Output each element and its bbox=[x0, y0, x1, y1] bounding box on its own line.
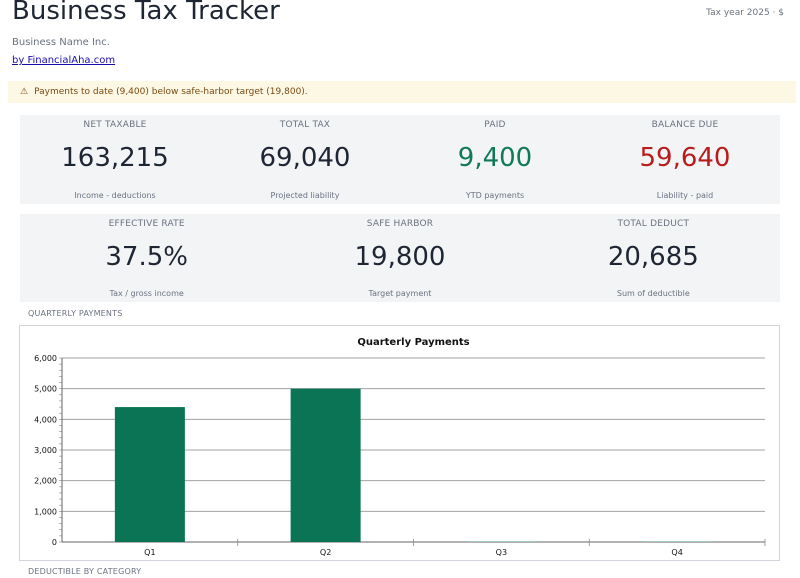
financialaha-link[interactable]: by FinancialAha.com bbox=[12, 55, 116, 66]
y-tick-label: 5,000 bbox=[34, 385, 57, 394]
warning-icon: ⚠ bbox=[20, 87, 29, 97]
metric-label: PAID bbox=[484, 120, 506, 130]
metric-sub: Liability - paid bbox=[656, 191, 714, 200]
metric-net-taxable: NET TAXABLE 163,215 Income - deductions bbox=[20, 115, 210, 204]
metric-balance-due: BALANCE DUE 59,640 Liability - paid bbox=[590, 115, 780, 204]
y-tick-label: 0 bbox=[52, 538, 57, 547]
metric-value: 69,040 bbox=[259, 143, 351, 173]
tax-year-label: Tax year 2025 · $ bbox=[706, 8, 784, 18]
metric-safe-harbor: SAFE HARBOR 19,800 Target payment bbox=[273, 214, 526, 302]
y-tick-label: 3,000 bbox=[34, 446, 57, 455]
metric-label: TOTAL DEDUCT bbox=[617, 219, 690, 229]
bar-q1 bbox=[114, 407, 185, 542]
bar-q2 bbox=[290, 388, 361, 542]
metric-label: BALANCE DUE bbox=[651, 120, 719, 130]
y-tick-label: 2,000 bbox=[34, 477, 57, 486]
metric-paid: PAID 9,400 YTD payments bbox=[400, 115, 590, 204]
quarterly-chart-svg: Quarterly Payments 0 1,000 2,000 3,000 4,000 5… bbox=[34, 337, 766, 557]
metric-effective-rate: EFFECTIVE RATE 37.5% Tax / gross income bbox=[20, 214, 273, 302]
metric-value: 20,685 bbox=[607, 242, 699, 272]
quarterly-section-label: QUARTERLY PAYMENTS bbox=[28, 309, 123, 318]
metric-value: 163,215 bbox=[61, 143, 169, 173]
alert-text: Payments to date (9,400) below safe-harb… bbox=[34, 87, 308, 97]
y-tick-label: 4,000 bbox=[34, 415, 57, 424]
metric-label: SAFE HARBOR bbox=[366, 219, 434, 229]
deductible-section-label: DEDUCTIBLE BY CATEGORY bbox=[28, 567, 142, 576]
quarterly-chart: Quarterly Payments 0 1,000 2,000 3,000 4,000 5… bbox=[19, 325, 780, 561]
business-name: Business Name Inc. bbox=[12, 37, 110, 48]
metric-value: 9,400 bbox=[457, 143, 533, 173]
metric-total-tax: TOTAL TAX 69,040 Projected liability bbox=[210, 115, 400, 204]
metric-value: 59,640 bbox=[639, 143, 731, 173]
metric-sub: Income - deductions bbox=[74, 191, 156, 200]
chart-title: Quarterly Payments bbox=[357, 337, 469, 348]
x-tick-label: Q3 bbox=[496, 548, 507, 557]
y-tick-label: 6,000 bbox=[34, 354, 57, 363]
metric-value: 19,800 bbox=[354, 242, 446, 272]
metric-sub: Tax / gross income bbox=[109, 289, 184, 298]
x-tick-label: Q4 bbox=[671, 548, 682, 557]
y-tick-label: 1,000 bbox=[34, 507, 57, 516]
x-tick-label: Q1 bbox=[144, 548, 155, 557]
x-tick-label: Q2 bbox=[320, 548, 331, 557]
metric-label: TOTAL TAX bbox=[279, 120, 331, 130]
metrics-row-1: NET TAXABLE 163,215 Income - deductions … bbox=[20, 115, 780, 204]
metric-sub: Target payment bbox=[368, 289, 432, 298]
metrics-row-2: EFFECTIVE RATE 37.5% Tax / gross income … bbox=[20, 214, 780, 302]
metric-label: EFFECTIVE RATE bbox=[108, 219, 185, 229]
metric-label: NET TAXABLE bbox=[83, 120, 147, 130]
safe-harbor-alert: ⚠ Payments to date (9,400) below safe-har… bbox=[8, 81, 796, 103]
metric-value: 37.5% bbox=[105, 242, 188, 272]
page-title: Business Tax Tracker bbox=[12, 0, 280, 26]
metric-sub: Projected liability bbox=[270, 191, 340, 200]
metric-sub: Sum of deductible bbox=[616, 289, 690, 298]
metric-sub: YTD payments bbox=[465, 191, 525, 200]
metric-total-deduct: TOTAL DEDUCT 20,685 Sum of deductible bbox=[527, 214, 780, 302]
